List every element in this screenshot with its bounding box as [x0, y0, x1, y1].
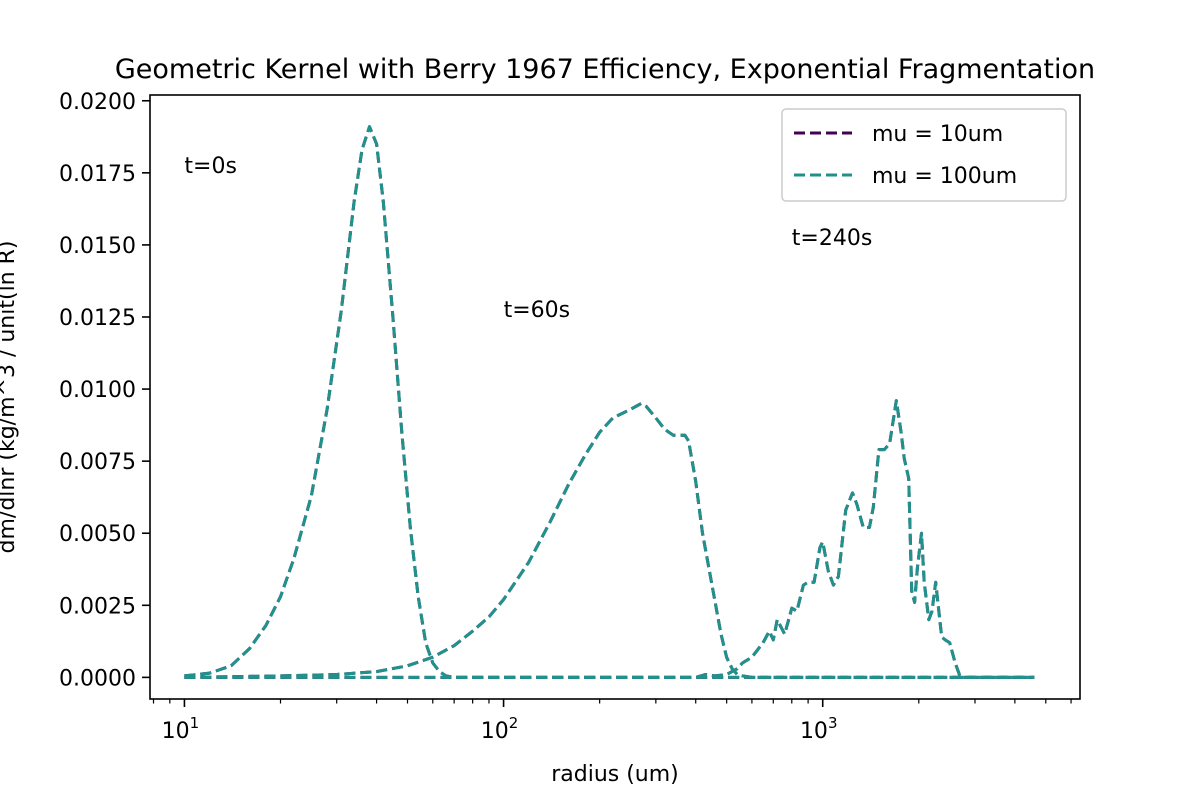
y-tick-label: 0.0200 — [59, 90, 136, 115]
y-tick-label: 0.0050 — [59, 522, 136, 547]
plot-lines — [184, 125, 1035, 679]
series-line-1-2 — [184, 402, 1035, 679]
plot-frame — [149, 94, 1081, 700]
y-tick-label: 0.0025 — [59, 594, 136, 619]
legend-label-2: mu = 100um — [872, 164, 1017, 189]
y-axis: 0.0000 0.0025 0.0050 0.0075 0.0100 0.0125 0.01… — [59, 90, 150, 691]
y-tick-label: 0.0175 — [59, 162, 136, 187]
x-axis-label: radius (um) — [551, 762, 679, 787]
series-line-2-3 — [184, 399, 1035, 679]
x-tick-label: 103 — [800, 714, 838, 744]
legend-label-1: mu = 10um — [872, 122, 1003, 147]
legend: mu = 10um mu = 100um — [781, 108, 1067, 202]
y-tick-label: 0.0125 — [59, 306, 136, 331]
annotations: t=0s t=60s t=240s — [184, 154, 872, 323]
y-tick-label: 0.0150 — [59, 234, 136, 259]
series-line-1-3 — [184, 399, 1035, 679]
y-axis-label: dm/dlnr (kg/m^3 / unit(ln R) — [0, 241, 20, 554]
y-tick-label: 0.0100 — [59, 378, 136, 403]
annotation-1: t=0s — [184, 154, 237, 179]
annotation-2: t=60s — [504, 298, 571, 323]
x-tick-label: 102 — [481, 714, 519, 744]
y-tick-label: 0.0000 — [59, 666, 136, 691]
series-line-2-2 — [184, 402, 1035, 679]
annotation-3: t=240s — [792, 226, 873, 251]
series-line-1-1 — [184, 125, 1035, 679]
legend-box — [781, 108, 1067, 202]
chart-title: Geometric Kernel with Berry 1967 Efficie… — [115, 54, 1095, 85]
y-tick-label: 0.0075 — [59, 450, 136, 475]
x-axis: 101 102 103 — [152, 699, 1072, 744]
x-tick-label: 101 — [162, 714, 200, 744]
series-line-2-1 — [184, 125, 1035, 679]
